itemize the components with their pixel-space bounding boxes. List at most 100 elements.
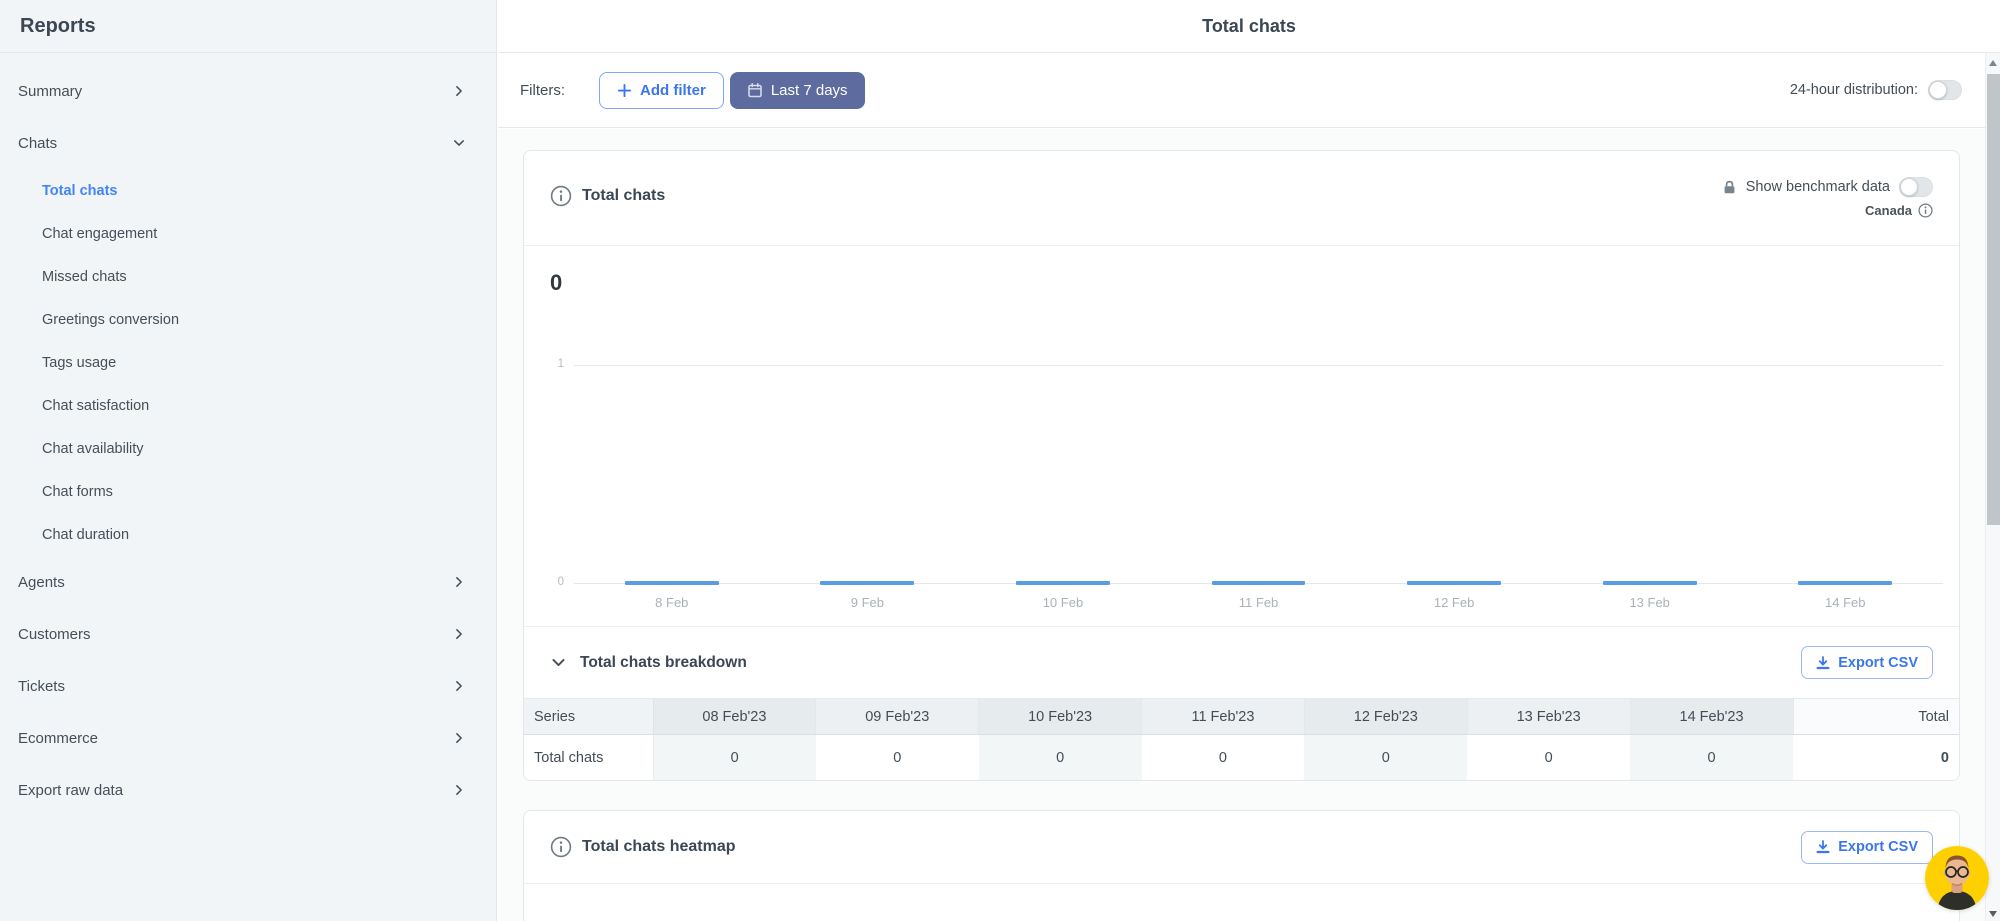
benchmark-region-label: Canada bbox=[1865, 203, 1912, 218]
sidebar-item-label: Export raw data bbox=[18, 781, 124, 799]
vertical-scrollbar[interactable] bbox=[1985, 53, 2000, 921]
heatmap-title: Total chats heatmap bbox=[582, 838, 736, 855]
x-axis-labels: 8 Feb 9 Feb 10 Feb 11 Feb 12 Feb 13 Feb … bbox=[574, 595, 1943, 610]
plus-icon bbox=[617, 83, 632, 98]
x-axis-label: 11 Feb bbox=[1238, 595, 1279, 610]
calendar-icon bbox=[747, 82, 763, 98]
sidebar-subitem-greetings-conversion[interactable]: Greetings conversion bbox=[42, 311, 180, 328]
add-filter-label: Add filter bbox=[640, 81, 706, 99]
chart-card-title: Total chats bbox=[582, 187, 666, 204]
sidebar-item-label: Agents bbox=[18, 573, 65, 591]
total-chats-card-header: Total chats Show benchmark data bbox=[524, 151, 1959, 246]
add-filter-button[interactable]: Add filter bbox=[599, 71, 724, 109]
breakdown-title: Total chats breakdown bbox=[580, 653, 747, 671]
sidebar-item-summary[interactable]: Summary bbox=[0, 65, 496, 117]
cell-value: 0 bbox=[1630, 734, 1793, 780]
distribution-toggle[interactable] bbox=[1928, 80, 1962, 100]
sidebar-subitem-chat-availability[interactable]: Chat availability bbox=[42, 440, 144, 457]
sidebar-subitem-chat-engagement[interactable]: Chat engagement bbox=[42, 225, 158, 242]
scroll-down-arrow-icon[interactable] bbox=[1989, 911, 1997, 917]
column-header-14feb: 14 Feb'23 bbox=[1630, 698, 1794, 735]
data-segment bbox=[820, 581, 915, 585]
sidebar: Reports Summary Chats Total chats Chat e… bbox=[0, 0, 497, 921]
content-area: Total chats Show benchmark data bbox=[498, 129, 2000, 921]
collapse-chevron-icon[interactable] bbox=[550, 654, 567, 671]
sidebar-item-export-raw-data[interactable]: Export raw data bbox=[0, 764, 496, 816]
sidebar-nav: Summary Chats Total chats Chat engagemen… bbox=[0, 53, 496, 816]
scrollbar-thumb[interactable] bbox=[1987, 74, 2000, 525]
column-header-13feb: 13 Feb'23 bbox=[1467, 698, 1631, 735]
info-icon[interactable] bbox=[550, 185, 572, 207]
info-icon[interactable] bbox=[550, 836, 572, 858]
sidebar-subitem-chat-satisfaction[interactable]: Chat satisfaction bbox=[42, 397, 150, 414]
breakdown-header[interactable]: Total chats breakdown Export CSV bbox=[524, 627, 1959, 698]
chart-series-total-chats bbox=[574, 581, 1943, 585]
heatmap-card-header: Total chats heatmap Export CSV bbox=[524, 811, 1959, 884]
info-icon[interactable] bbox=[1918, 203, 1933, 218]
column-header-08feb: 08 Feb'23 bbox=[653, 698, 817, 735]
cell-value: 0 bbox=[653, 734, 816, 780]
chats-submenu: Total chats Chat engagement Missed chats… bbox=[0, 169, 496, 556]
chevron-right-icon bbox=[452, 84, 466, 98]
distribution-control: 24-hour distribution: bbox=[1790, 80, 1962, 100]
sidebar-item-label: Ecommerce bbox=[18, 729, 99, 747]
sidebar-subitem-chat-forms[interactable]: Chat forms bbox=[42, 483, 113, 500]
cell-value: 0 bbox=[1467, 734, 1631, 780]
cell-value: 0 bbox=[978, 734, 1142, 780]
total-chats-card: Total chats Show benchmark data bbox=[523, 150, 1960, 781]
sidebar-item-label: Chats bbox=[18, 134, 58, 152]
data-segment bbox=[624, 581, 719, 585]
x-axis-label: 8 Feb bbox=[655, 595, 689, 610]
export-csv-label: Export CSV bbox=[1838, 654, 1918, 671]
chevron-right-icon bbox=[452, 783, 466, 797]
breakdown-table: Series 08 Feb'23 09 Feb'23 10 Feb'23 11 … bbox=[524, 698, 1959, 780]
chevron-right-icon bbox=[452, 627, 466, 641]
sidebar-item-tickets[interactable]: Tickets bbox=[0, 660, 496, 712]
sidebar-item-label: Tickets bbox=[18, 677, 65, 695]
column-header-series: Series bbox=[524, 698, 654, 735]
sidebar-header: Reports bbox=[0, 0, 496, 53]
scroll-up-arrow-icon[interactable] bbox=[1989, 60, 1997, 66]
date-range-label: Last 7 days bbox=[770, 81, 848, 99]
y-axis-tick-1: 1 bbox=[557, 358, 564, 370]
lock-icon bbox=[1722, 180, 1737, 195]
distribution-label: 24-hour distribution: bbox=[1789, 82, 1918, 98]
chevron-right-icon bbox=[452, 731, 466, 745]
sidebar-subitem-missed-chats[interactable]: Missed chats bbox=[42, 268, 127, 285]
x-axis-label: 12 Feb bbox=[1433, 595, 1475, 610]
data-segment bbox=[1407, 581, 1502, 585]
page-title: Total chats bbox=[1202, 15, 1296, 36]
benchmark-label: Show benchmark data bbox=[1745, 179, 1890, 195]
sidebar-subitem-total-chats[interactable]: Total chats bbox=[42, 182, 118, 199]
cell-total-value: 0 bbox=[1793, 734, 1959, 780]
heatmap-card: Total chats heatmap Export CSV bbox=[523, 810, 1960, 921]
breakdown-export-csv-button[interactable]: Export CSV bbox=[1801, 646, 1933, 679]
column-header-09feb: 09 Feb'23 bbox=[815, 698, 980, 735]
data-segment bbox=[1602, 581, 1697, 585]
total-chats-chart: 0 1 0 8 Feb 9 Feb 10 Feb bbox=[524, 246, 1959, 627]
chevron-right-icon bbox=[452, 575, 466, 589]
sidebar-item-agents[interactable]: Agents bbox=[0, 556, 496, 608]
sidebar-item-customers[interactable]: Customers bbox=[0, 608, 496, 660]
cell-value: 0 bbox=[1304, 734, 1468, 780]
chevron-right-icon bbox=[452, 679, 466, 693]
sidebar-subitem-chat-duration[interactable]: Chat duration bbox=[42, 526, 130, 543]
table-row: Total chats 0 0 0 0 0 0 0 0 bbox=[524, 734, 1959, 780]
sidebar-item-label: Summary bbox=[18, 82, 83, 100]
user-avatar[interactable] bbox=[1925, 846, 1989, 910]
date-range-button[interactable]: Last 7 days bbox=[729, 71, 865, 109]
benchmark-toggle[interactable] bbox=[1899, 177, 1933, 197]
toggle-knob bbox=[1900, 178, 1918, 196]
x-axis-label: 14 Feb bbox=[1825, 595, 1866, 610]
sidebar-item-chats[interactable]: Chats bbox=[0, 117, 496, 169]
data-segment bbox=[1211, 581, 1306, 585]
heatmap-export-csv-button[interactable]: Export CSV bbox=[1801, 830, 1933, 864]
filters-label: Filters: bbox=[520, 81, 565, 99]
table-header-row: Series 08 Feb'23 09 Feb'23 10 Feb'23 11 … bbox=[524, 698, 1959, 735]
row-label: Total chats bbox=[524, 734, 654, 780]
sidebar-subitem-tags-usage[interactable]: Tags usage bbox=[42, 354, 117, 371]
sidebar-item-ecommerce[interactable]: Ecommerce bbox=[0, 712, 496, 764]
cell-value: 0 bbox=[1141, 734, 1305, 780]
chevron-down-icon bbox=[452, 136, 466, 150]
